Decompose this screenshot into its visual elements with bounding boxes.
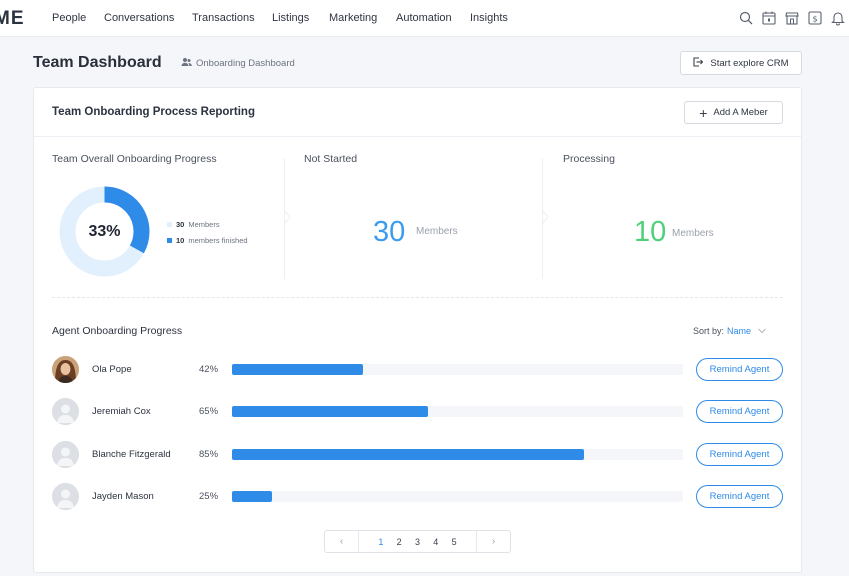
not-started-count: 30 bbox=[373, 216, 406, 248]
overall-progress-donut bbox=[59, 186, 150, 277]
explore-button-label: Start explore CRM bbox=[710, 57, 789, 69]
remind-agent-button[interactable]: Remind Agent bbox=[696, 443, 783, 466]
agent-name: Ola Pope bbox=[92, 364, 132, 375]
agent-progress-bar bbox=[232, 449, 683, 460]
next-page-button[interactable]: › bbox=[476, 531, 510, 552]
legend-total-label: Members bbox=[188, 220, 220, 229]
agent-row: Jeremiah Cox 65% Remind Agent bbox=[34, 396, 801, 426]
agent-percent: 65% bbox=[199, 406, 219, 417]
agent-percent: 42% bbox=[199, 364, 219, 375]
breadcrumb[interactable]: Onboarding Dashboard bbox=[181, 57, 295, 70]
not-started-label: Not Started bbox=[304, 153, 358, 165]
chevron-right-icon bbox=[284, 210, 290, 224]
start-explore-crm-button[interactable]: Start explore CRM bbox=[680, 51, 802, 75]
avatar-placeholder-icon bbox=[52, 483, 79, 510]
nav-marketing[interactable]: Marketing bbox=[329, 12, 378, 24]
processing-label: Processing bbox=[563, 153, 615, 165]
users-icon bbox=[181, 57, 192, 70]
sort-label: Sort by: bbox=[693, 326, 725, 336]
top-navbar: ME People Conversations Transactions Lis… bbox=[0, 0, 849, 37]
calendar-icon[interactable] bbox=[762, 10, 776, 26]
brand-logo[interactable]: ME bbox=[0, 8, 25, 29]
sort-value: Name bbox=[727, 326, 752, 336]
stat-divider bbox=[284, 158, 285, 279]
legend-finished-count: 10 bbox=[176, 236, 185, 245]
agent-row: Blanche Fitzgerald 85% Remind Agent bbox=[34, 439, 801, 469]
agent-progress-bar bbox=[232, 491, 683, 502]
processing-count: 10 bbox=[634, 216, 667, 248]
legend-finished-label: members finished bbox=[188, 236, 248, 245]
store-icon[interactable] bbox=[785, 10, 799, 26]
overall-progress-label: Team Overall Onboarding Progress bbox=[52, 153, 217, 165]
agent-progress-fill bbox=[232, 406, 429, 417]
nav-insights[interactable]: Insights bbox=[470, 12, 508, 24]
agent-progress-fill bbox=[232, 449, 584, 460]
agent-name: Jeremiah Cox bbox=[92, 406, 151, 417]
nav-people[interactable]: People bbox=[52, 12, 87, 24]
add-member-label: Add A Meber bbox=[713, 107, 768, 118]
agent-progress-fill bbox=[232, 364, 363, 375]
page-3[interactable]: 3 bbox=[414, 536, 420, 547]
agent-percent: 25% bbox=[199, 491, 219, 502]
chevron-right-icon bbox=[542, 210, 548, 224]
bell-icon[interactable] bbox=[831, 10, 845, 26]
nav-automation[interactable]: Automation bbox=[396, 12, 452, 24]
sort-dropdown[interactable]: Sort by: Name bbox=[693, 326, 766, 336]
card-header: Team Onboarding Process Reporting + Add … bbox=[34, 88, 801, 137]
page-title: Team Dashboard bbox=[33, 54, 162, 71]
overall-progress-percent: 33% bbox=[88, 222, 121, 240]
legend-finished: 10 members finished bbox=[167, 236, 248, 245]
onboarding-report-card: Team Onboarding Process Reporting + Add … bbox=[33, 87, 802, 573]
avatar-placeholder-icon bbox=[52, 441, 79, 468]
svg-text:$: $ bbox=[812, 15, 817, 24]
agent-progress-title: Agent Onboarding Progress bbox=[52, 325, 183, 337]
remind-agent-button[interactable]: Remind Agent bbox=[696, 485, 783, 508]
plus-icon: + bbox=[699, 104, 708, 121]
remind-agent-button[interactable]: Remind Agent bbox=[696, 400, 783, 423]
agent-progress-bar bbox=[232, 364, 683, 375]
processing-unit: Members bbox=[672, 228, 714, 239]
legend-total-count: 30 bbox=[176, 220, 185, 229]
section-divider bbox=[52, 297, 783, 298]
agent-progress-fill bbox=[232, 491, 272, 502]
add-member-button[interactable]: + Add A Meber bbox=[684, 101, 783, 124]
donut-progress-arc bbox=[59, 186, 150, 277]
prev-page-button[interactable]: ‹ bbox=[325, 531, 359, 552]
page-4[interactable]: 4 bbox=[433, 536, 439, 547]
agent-progress-bar bbox=[232, 406, 683, 417]
agent-row: Ola Pope 42% Remind Agent bbox=[34, 354, 801, 384]
avatar bbox=[52, 356, 79, 383]
chevron-down-icon bbox=[758, 328, 766, 334]
page-1[interactable]: 1 bbox=[378, 536, 384, 547]
legend-total-swatch bbox=[167, 222, 172, 227]
page-2[interactable]: 2 bbox=[396, 536, 402, 547]
pagination: ‹ 1 2 3 4 5 › bbox=[324, 530, 511, 553]
remind-agent-button[interactable]: Remind Agent bbox=[696, 358, 783, 381]
stat-divider bbox=[542, 158, 543, 279]
legend-finished-swatch bbox=[167, 238, 172, 243]
dollar-icon[interactable]: $ bbox=[808, 10, 822, 26]
agent-name: Blanche Fitzgerald bbox=[92, 449, 171, 460]
card-title: Team Onboarding Process Reporting bbox=[52, 106, 255, 118]
page-5[interactable]: 5 bbox=[451, 536, 457, 547]
avatar-placeholder-icon bbox=[52, 398, 79, 425]
search-icon[interactable] bbox=[739, 10, 753, 26]
agent-row: Jayden Mason 25% Remind Agent bbox=[34, 481, 801, 511]
breadcrumb-label: Onboarding Dashboard bbox=[196, 58, 295, 69]
legend-total: 30 Members bbox=[167, 220, 220, 229]
agent-percent: 85% bbox=[199, 449, 219, 460]
exit-icon bbox=[693, 56, 704, 70]
agent-name: Jayden Mason bbox=[92, 491, 154, 502]
not-started-unit: Members bbox=[416, 226, 458, 237]
nav-listings[interactable]: Listings bbox=[272, 12, 310, 24]
nav-conversations[interactable]: Conversations bbox=[104, 12, 175, 24]
nav-transactions[interactable]: Transactions bbox=[192, 12, 255, 24]
